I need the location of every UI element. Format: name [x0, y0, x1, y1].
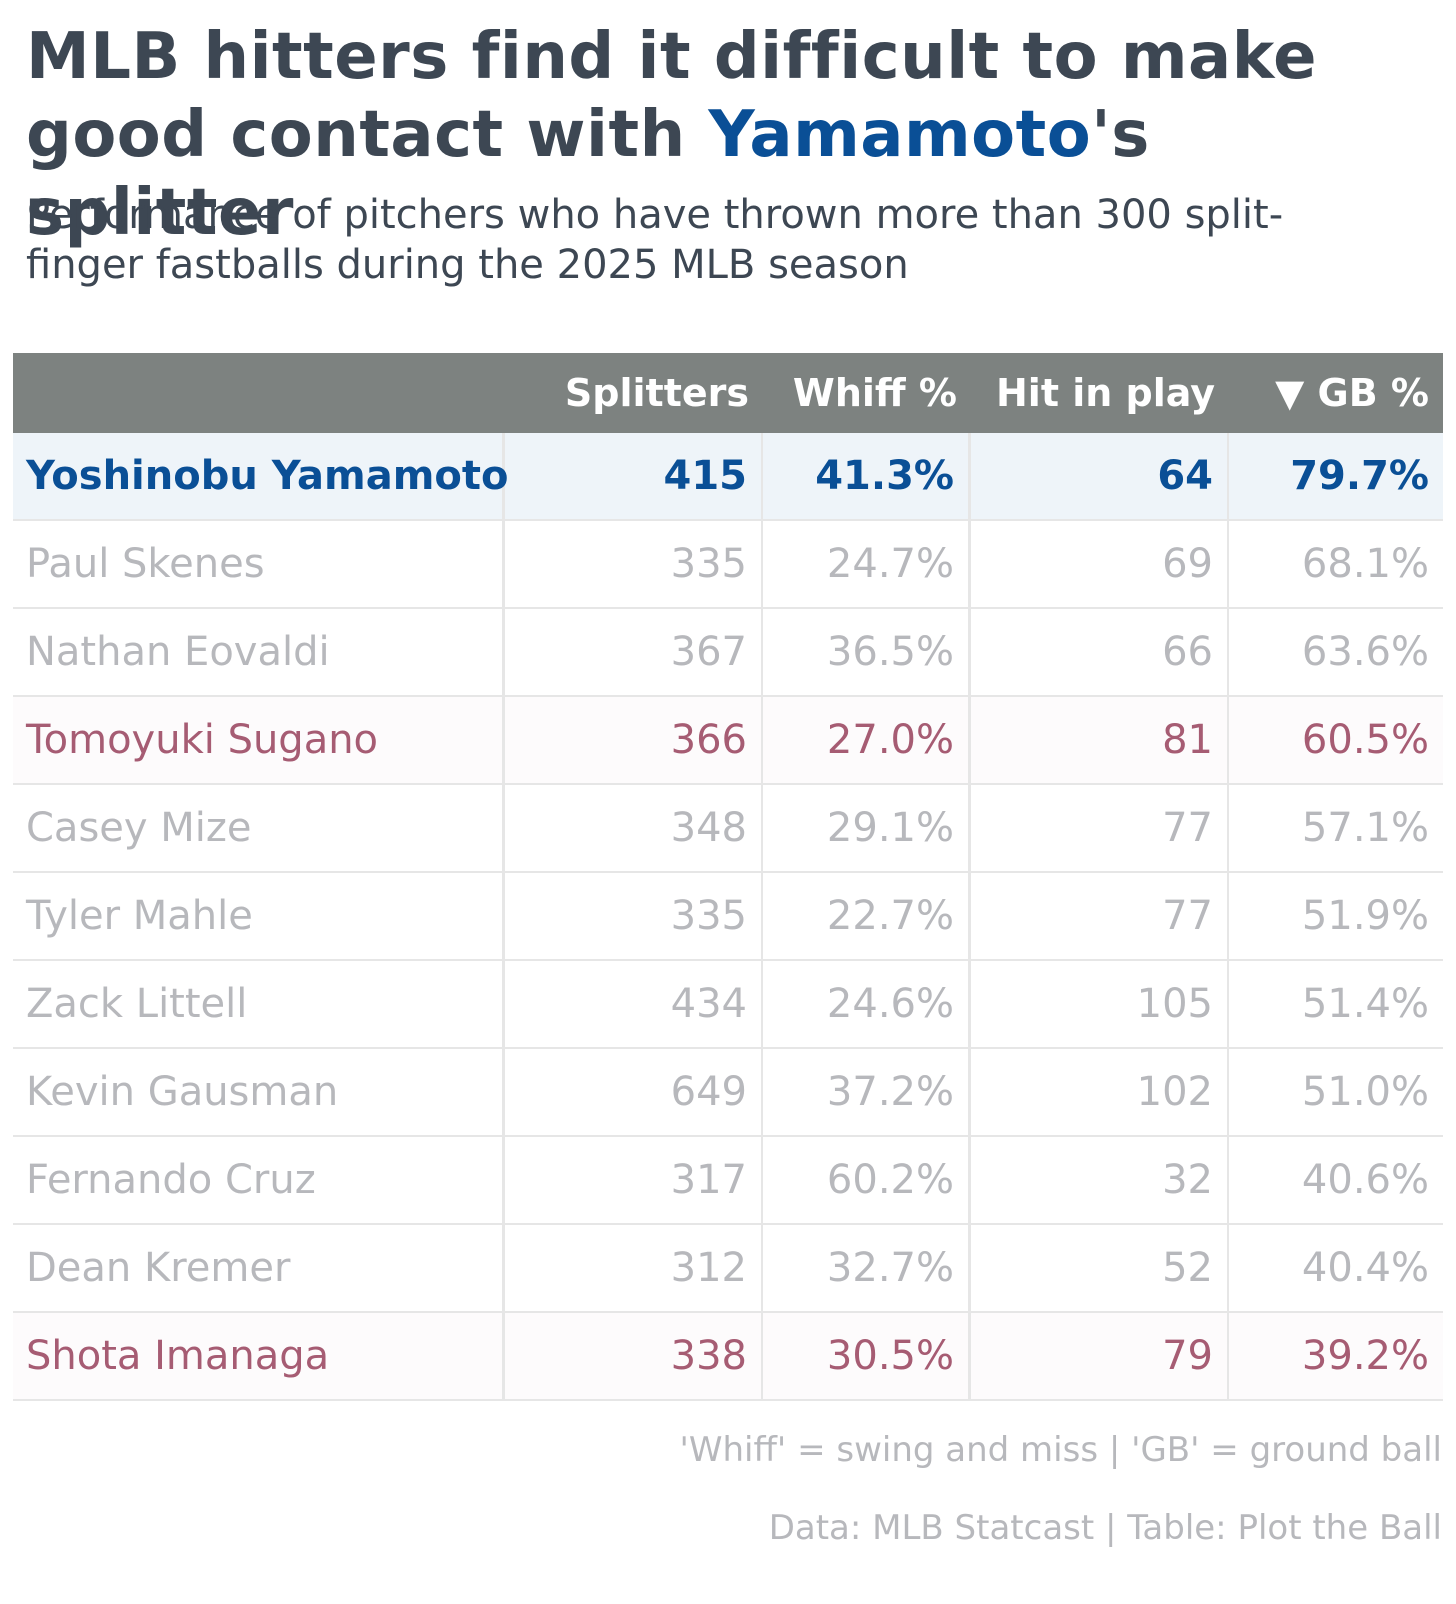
table-row: Fernando Cruz 317 60.2% 32 40.6% — [13, 1137, 1443, 1225]
cell-whiff-pct: 27.0% — [763, 697, 971, 783]
cell-splitters: 312 — [505, 1225, 763, 1311]
table-row: Paul Skenes 335 24.7% 69 68.1% — [13, 521, 1443, 609]
cell-pitcher-name: Yoshinobu Yamamoto — [13, 433, 508, 519]
cell-splitters: 434 — [505, 961, 763, 1047]
cell-whiff-pct: 37.2% — [763, 1049, 971, 1135]
table-header: Splitters Whiff % Hit in play ▼ GB % — [13, 353, 1443, 433]
table-body: Yoshinobu Yamamoto 415 41.3% 64 79.7% Paul Sk… — [13, 433, 1443, 1401]
cell-hit-in-play: 102 — [971, 1049, 1229, 1135]
cell-gb-pct: 51.0% — [1301, 1069, 1429, 1115]
header-splitters: Splitters — [564, 371, 749, 415]
cell-pitcher-name: Paul Skenes — [13, 521, 505, 607]
cell-splitters: 367 — [505, 609, 763, 695]
cell-hit-in-play: 66 — [971, 609, 1229, 695]
cell-pitcher-name: Casey Mize — [13, 785, 505, 871]
cell-splitters: 335 — [505, 873, 763, 959]
cell-splitters: 338 — [505, 1313, 763, 1399]
table-row: Tomoyuki Sugano 366 27.0% 81 60.5% — [13, 697, 1443, 785]
stats-table: Splitters Whiff % Hit in play ▼ GB % Yoshin… — [13, 353, 1443, 1401]
cell-hit-in-play: 81 — [971, 697, 1229, 783]
cell-whiff-pct: 30.5% — [763, 1313, 971, 1399]
cell-whiff-pct: 41.3% — [763, 433, 971, 519]
cell-whiff-pct: 22.7% — [763, 873, 971, 959]
subtitle-line-2: finger fastballs during the 2025 MLB sea… — [26, 242, 909, 288]
table-row: Zack Littell 434 24.6% 105 51.4% — [13, 961, 1443, 1049]
cell-pitcher-name: Tomoyuki Sugano — [13, 697, 505, 783]
cell-hit-in-play: 105 — [971, 961, 1229, 1047]
cell-hit-in-play: 52 — [971, 1225, 1229, 1311]
cell-pitcher-name: Dean Kremer — [13, 1225, 505, 1311]
cell-splitters: 415 — [505, 433, 763, 519]
cell-splitters: 649 — [505, 1049, 763, 1135]
header-gb[interactable]: ▼ GB % — [1275, 371, 1429, 415]
header-hit-in-play: Hit in play — [995, 371, 1215, 415]
title-line-2: good contact with Yamamoto's splitter — [26, 96, 1436, 252]
cell-gb-pct: 63.6% — [1301, 629, 1429, 675]
table-row: Shota Imanaga 338 30.5% 79 39.2% — [13, 1313, 1443, 1401]
cell-whiff-pct: 29.1% — [763, 785, 971, 871]
cell-hit-in-play: 77 — [971, 873, 1229, 959]
cell-gb-pct: 40.4% — [1301, 1245, 1429, 1291]
cell-hit-in-play: 32 — [971, 1137, 1229, 1223]
cell-splitters: 335 — [505, 521, 763, 607]
cell-pitcher-name: Tyler Mahle — [13, 873, 505, 959]
cell-splitters: 317 — [505, 1137, 763, 1223]
title-line-2-pre: good contact with — [26, 98, 709, 172]
title-line-1: MLB hitters find it difficult to make — [26, 20, 1317, 94]
table-row: Tyler Mahle 335 22.7% 77 51.9% — [13, 873, 1443, 961]
cell-pitcher-name: Fernando Cruz — [13, 1137, 505, 1223]
cell-hit-in-play: 79 — [971, 1313, 1229, 1399]
cell-pitcher-name: Nathan Eovaldi — [13, 609, 505, 695]
table-row: Dean Kremer 312 32.7% 52 40.4% — [13, 1225, 1443, 1313]
cell-hit-in-play: 64 — [971, 433, 1229, 519]
cell-gb-pct: 51.4% — [1301, 981, 1429, 1027]
table-row: Nathan Eovaldi 367 36.5% 66 63.6% — [13, 609, 1443, 697]
table-row: Casey Mize 348 29.1% 77 57.1% — [13, 785, 1443, 873]
source-credit: Data: MLB Statcast | Table: Plot the Bal… — [768, 1508, 1442, 1548]
cell-pitcher-name: Shota Imanaga — [13, 1313, 505, 1399]
cell-whiff-pct: 24.7% — [763, 521, 971, 607]
cell-pitcher-name: Kevin Gausman — [13, 1049, 505, 1135]
cell-pitcher-name: Zack Littell — [13, 961, 505, 1047]
cell-hit-in-play: 77 — [971, 785, 1229, 871]
table-row: Yoshinobu Yamamoto 415 41.3% 64 79.7% — [13, 433, 1443, 521]
cell-whiff-pct: 24.6% — [763, 961, 971, 1047]
cell-gb-pct: 40.6% — [1301, 1157, 1429, 1203]
footnote: 'Whiff' = swing and miss | 'GB' = ground… — [679, 1430, 1442, 1470]
cell-whiff-pct: 60.2% — [763, 1137, 971, 1223]
chart-title: MLB hitters find it difficult to make go… — [26, 18, 1436, 252]
chart-subtitle: Performance of pitchers who have thrown … — [26, 190, 1436, 290]
header-whiff: Whiff % — [792, 371, 957, 415]
cell-gb-pct: 51.9% — [1301, 893, 1429, 939]
cell-gb-pct: 68.1% — [1301, 541, 1429, 587]
title-highlight-name: Yamamoto — [708, 98, 1092, 172]
title-line-2-post: 's splitter — [26, 98, 1150, 250]
cell-gb-pct: 60.5% — [1301, 717, 1429, 763]
cell-gb-pct: 39.2% — [1301, 1333, 1429, 1379]
subtitle-line-1: Performance of pitchers who have thrown … — [26, 192, 1284, 238]
table-row: Kevin Gausman 649 37.2% 102 51.0% — [13, 1049, 1443, 1137]
cell-gb-pct: 57.1% — [1301, 805, 1429, 851]
cell-splitters: 348 — [505, 785, 763, 871]
cell-whiff-pct: 32.7% — [763, 1225, 971, 1311]
cell-whiff-pct: 36.5% — [763, 609, 971, 695]
cell-hit-in-play: 69 — [971, 521, 1229, 607]
cell-splitters: 366 — [505, 697, 763, 783]
cell-gb-pct: 79.7% — [1290, 453, 1429, 499]
